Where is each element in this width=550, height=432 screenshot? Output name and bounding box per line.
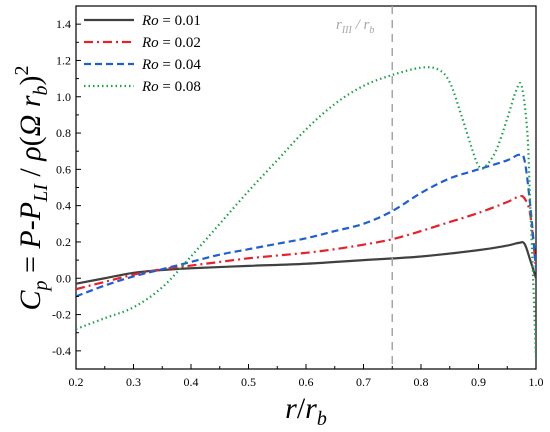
series-lines (76, 66, 536, 360)
x-tick-label: 0.8 (414, 375, 429, 389)
y-tick-label: 0.4 (56, 199, 71, 213)
x-tick-label: 0.3 (126, 375, 141, 389)
y-tick-label: 1.4 (56, 17, 71, 31)
legend-label: Ro = 0.01 (141, 13, 201, 29)
x-axis-label: r/rb (285, 392, 327, 430)
x-tick-label: 0.2 (69, 375, 84, 389)
y-tick-label: 0.0 (56, 271, 71, 285)
y-tick-label: -0.2 (52, 308, 71, 322)
x-tick-label: 0.4 (184, 375, 199, 389)
y-axis-ticks: -0.4 -0.2 0.0 0.2 0.4 0.6 0.8 1.0 1.2 1.4 (52, 5, 81, 358)
series-line (76, 194, 536, 291)
series-line (76, 66, 536, 360)
x-tick-label: 0.6 (299, 375, 314, 389)
x-axis-ticks: 0.2 0.3 0.4 0.5 0.6 0.7 0.8 0.9 1.0 (69, 364, 544, 389)
legend-label: Ro = 0.04 (141, 57, 201, 73)
x-tick-label: 0.7 (356, 375, 371, 389)
y-tick-label: -0.4 (52, 344, 71, 358)
legend-label: Ro = 0.02 (141, 35, 201, 51)
x-tick-label: 0.5 (241, 375, 256, 389)
y-tick-label: 0.8 (56, 126, 71, 140)
x-tick-label: 0.9 (471, 375, 486, 389)
y-tick-label: 0.6 (56, 162, 71, 176)
series-line (76, 241, 536, 285)
series-line (76, 153, 536, 298)
annotation: rIII / rb (336, 6, 393, 369)
y-axis-label: Cp = P-PLI / ρ(Ω rb)2 (11, 65, 52, 310)
legend-label: Ro = 0.08 (141, 79, 201, 95)
annotation-label: rIII / rb (336, 17, 374, 36)
x-tick-label: 1.0 (529, 375, 544, 389)
legend: Ro = 0.01 Ro = 0.02 Ro = 0.04 Ro = 0.08 (84, 13, 201, 95)
y-tick-label: 1.0 (56, 90, 71, 104)
y-tick-label: 0.2 (56, 235, 71, 249)
y-tick-label: 1.2 (56, 53, 71, 67)
